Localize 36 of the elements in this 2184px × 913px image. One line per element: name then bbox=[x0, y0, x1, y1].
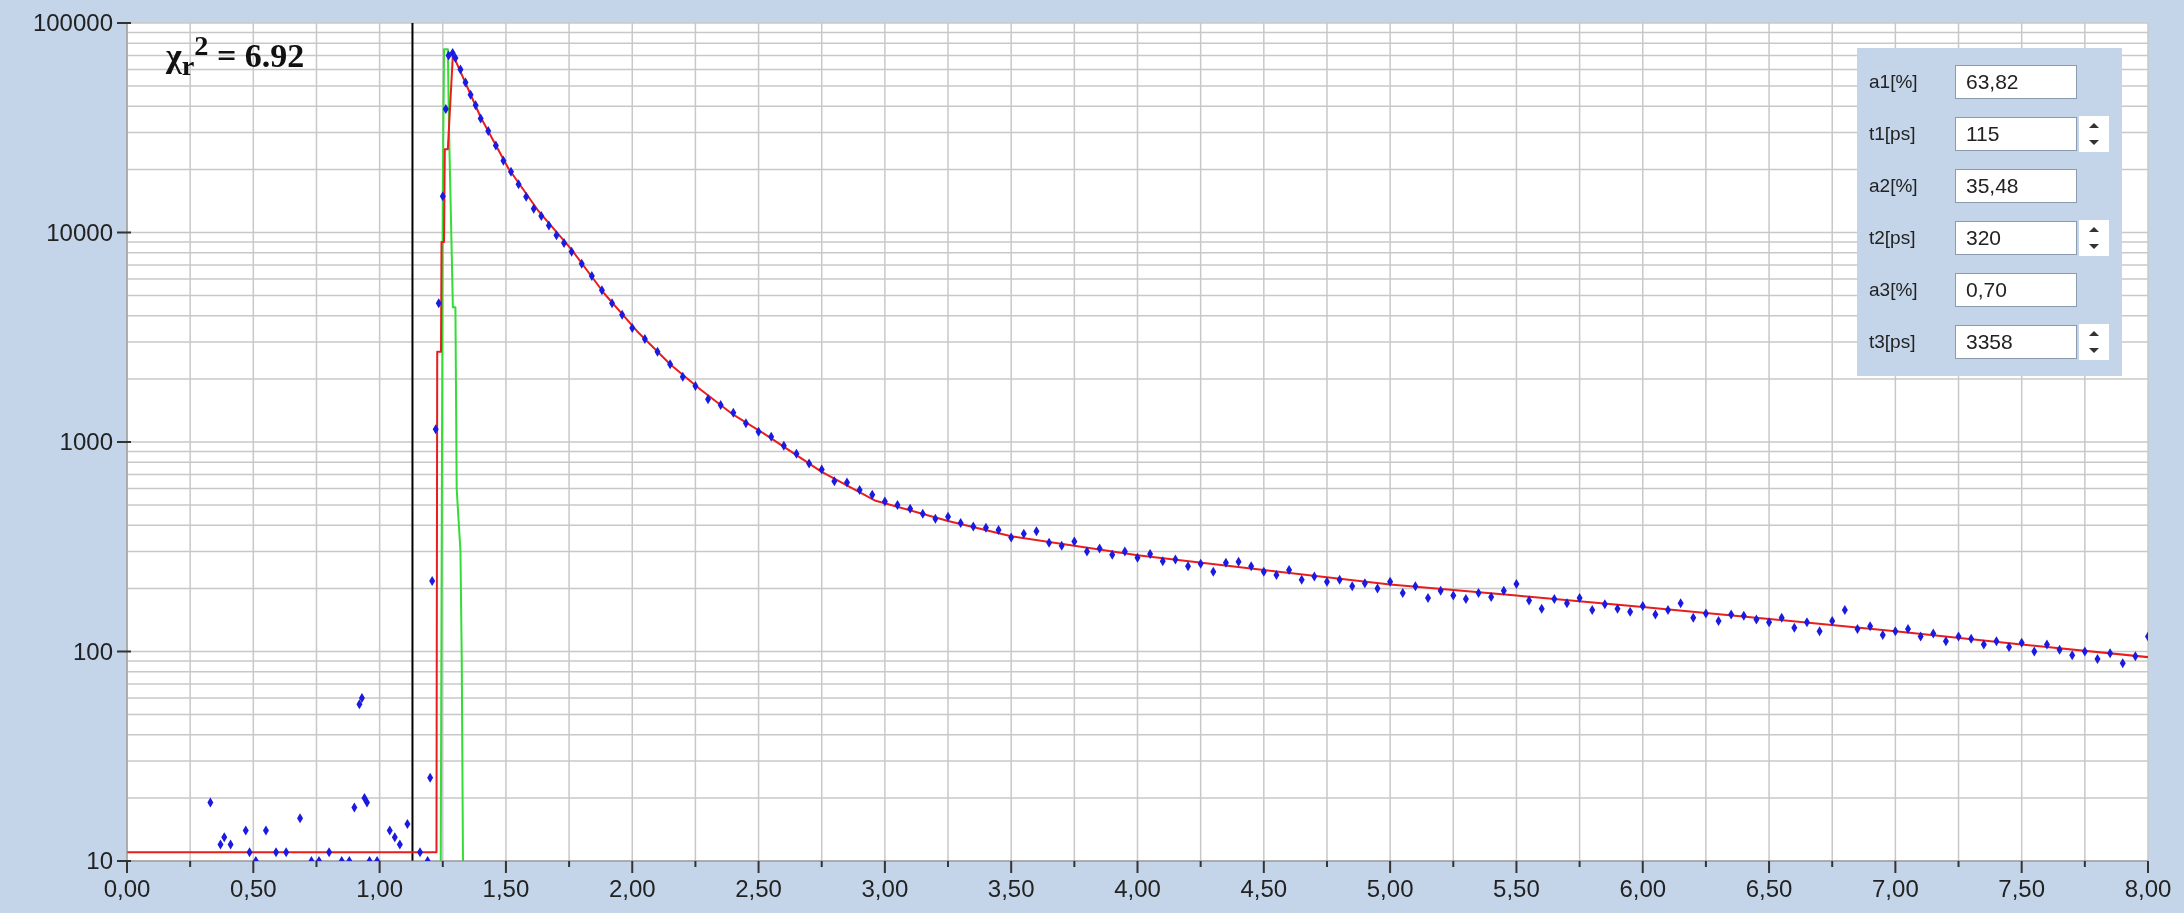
annotation: t2[ps] bbox=[1869, 227, 1917, 249]
annotation: t1[ps] bbox=[1869, 123, 1917, 145]
text-field: 0,70 bbox=[1955, 273, 2077, 307]
y-tick-label: 10000 bbox=[46, 218, 113, 246]
annotation: a2[%] bbox=[1869, 175, 1919, 197]
x-tick-label: 3,50 bbox=[987, 875, 1035, 902]
y-tick-label: 100000 bbox=[32, 9, 113, 36]
text-field: 115 bbox=[1955, 117, 2077, 151]
x-tick-label: 7,00 bbox=[1872, 875, 1919, 902]
y-tick-label: 100 bbox=[72, 637, 113, 665]
x-tick-label: 3,00 bbox=[861, 875, 909, 902]
y-tick-label: 1000 bbox=[59, 428, 113, 455]
annotation: a3[%] bbox=[1869, 279, 1919, 301]
y-tick-label: 10 bbox=[86, 847, 113, 874]
text-field: 35,48 bbox=[1955, 169, 2077, 203]
x-tick-label: 8,00 bbox=[2124, 875, 2172, 902]
x-tick-label: 0,00 bbox=[103, 875, 151, 902]
annotation: a1[%] bbox=[1869, 71, 1919, 93]
x-tick-label: 6,00 bbox=[1619, 875, 1667, 902]
text-field: 63,82 bbox=[1955, 65, 2077, 99]
x-tick-label: 2,00 bbox=[608, 875, 656, 902]
x-tick-label: 7,50 bbox=[1998, 875, 2046, 902]
x-tick-label: 1,00 bbox=[356, 875, 403, 902]
x-tick-label: 0,50 bbox=[229, 875, 277, 902]
x-tick-label: 2,50 bbox=[735, 875, 782, 902]
x-tick-label: 1,50 bbox=[482, 875, 530, 902]
text-field: 320 bbox=[1955, 221, 2077, 255]
x-tick-label: 5,00 bbox=[1366, 875, 1414, 902]
x-tick-label: 5,50 bbox=[1493, 875, 1540, 902]
annotation: χ$_{r}$$^{2}$ = 6.92 bbox=[166, 30, 305, 83]
x-tick-label: 6,50 bbox=[1745, 875, 1793, 902]
x-tick-label: 4,50 bbox=[1240, 875, 1288, 902]
annotation: t3[ps] bbox=[1869, 331, 1917, 353]
x-tick-label: 4,00 bbox=[1114, 875, 1161, 902]
line-series bbox=[439, 48, 464, 861]
text-field: 3358 bbox=[1955, 325, 2077, 359]
